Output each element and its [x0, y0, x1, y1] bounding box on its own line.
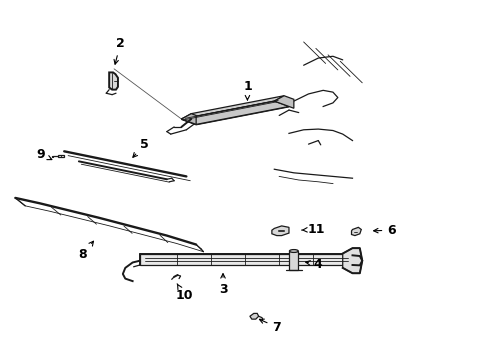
Text: 3: 3: [219, 274, 227, 296]
Text: 10: 10: [175, 284, 193, 302]
Text: 11: 11: [301, 223, 324, 236]
Text: 6: 6: [373, 224, 396, 237]
Polygon shape: [58, 155, 64, 157]
Ellipse shape: [290, 249, 298, 252]
Text: 5: 5: [133, 138, 149, 157]
Polygon shape: [272, 226, 289, 235]
Polygon shape: [181, 101, 289, 125]
Polygon shape: [250, 314, 259, 319]
Polygon shape: [181, 96, 284, 119]
Polygon shape: [351, 227, 361, 235]
FancyBboxPatch shape: [290, 251, 298, 270]
Polygon shape: [109, 72, 118, 90]
Polygon shape: [181, 114, 196, 125]
Text: 7: 7: [259, 319, 281, 333]
Polygon shape: [274, 96, 294, 108]
Polygon shape: [343, 248, 362, 273]
Text: 9: 9: [36, 148, 52, 161]
FancyBboxPatch shape: [140, 254, 352, 265]
Text: 2: 2: [114, 37, 125, 64]
Text: 1: 1: [243, 80, 252, 100]
Polygon shape: [181, 101, 289, 125]
Text: 8: 8: [78, 241, 94, 261]
Text: 4: 4: [306, 258, 323, 271]
